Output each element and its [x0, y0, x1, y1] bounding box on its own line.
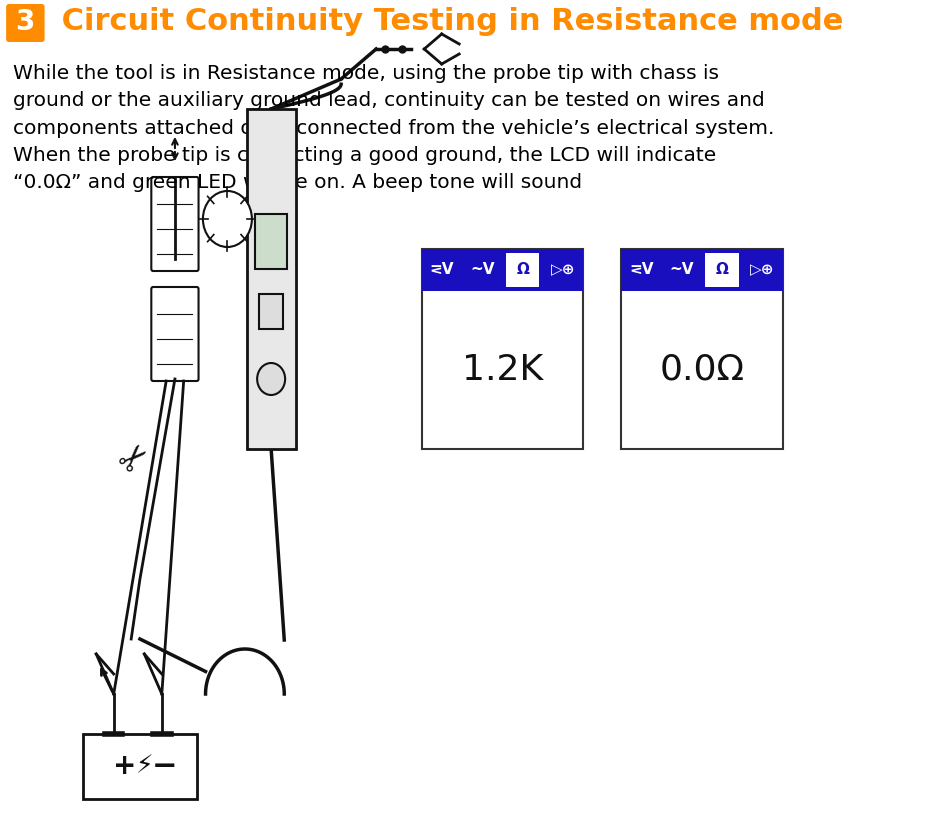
Text: ⋜V: ⋜V	[629, 263, 654, 278]
Bar	[83, 734, 197, 799]
Text: +: +	[113, 753, 136, 780]
FancyBboxPatch shape	[152, 287, 198, 381]
Text: Ω: Ω	[716, 263, 728, 278]
Bar	[506, 253, 539, 287]
Bar	[421, 249, 583, 449]
Text: ~V: ~V	[470, 263, 495, 278]
Bar	[621, 249, 783, 449]
Text: ▷⊕: ▷⊕	[551, 263, 576, 278]
Bar	[256, 214, 286, 269]
Text: ▷⊕: ▷⊕	[751, 263, 775, 278]
Text: −: −	[152, 752, 178, 781]
Bar	[621, 249, 783, 291]
Bar	[259, 294, 284, 329]
FancyBboxPatch shape	[152, 177, 198, 271]
Circle shape	[203, 191, 252, 247]
Text: 3: 3	[16, 8, 35, 36]
Circle shape	[258, 363, 286, 395]
Text: ~V: ~V	[670, 263, 694, 278]
Text: ⋜V: ⋜V	[430, 263, 454, 278]
Bar	[246, 109, 296, 449]
Text: ⚡: ⚡	[136, 754, 153, 779]
Text: 0.0Ω: 0.0Ω	[659, 353, 745, 387]
Bar	[706, 253, 738, 287]
Text: Ω: Ω	[516, 263, 529, 278]
Bar	[421, 249, 583, 291]
FancyBboxPatch shape	[7, 4, 45, 42]
Text: ✂: ✂	[113, 436, 158, 482]
Text: While the tool is in Resistance mode, using the probe tip with chass is
ground o: While the tool is in Resistance mode, us…	[13, 64, 775, 192]
Text: 1.2K: 1.2K	[462, 353, 543, 387]
Text: Circuit Continuity Testing in Resistance mode: Circuit Continuity Testing in Resistance…	[51, 8, 844, 37]
